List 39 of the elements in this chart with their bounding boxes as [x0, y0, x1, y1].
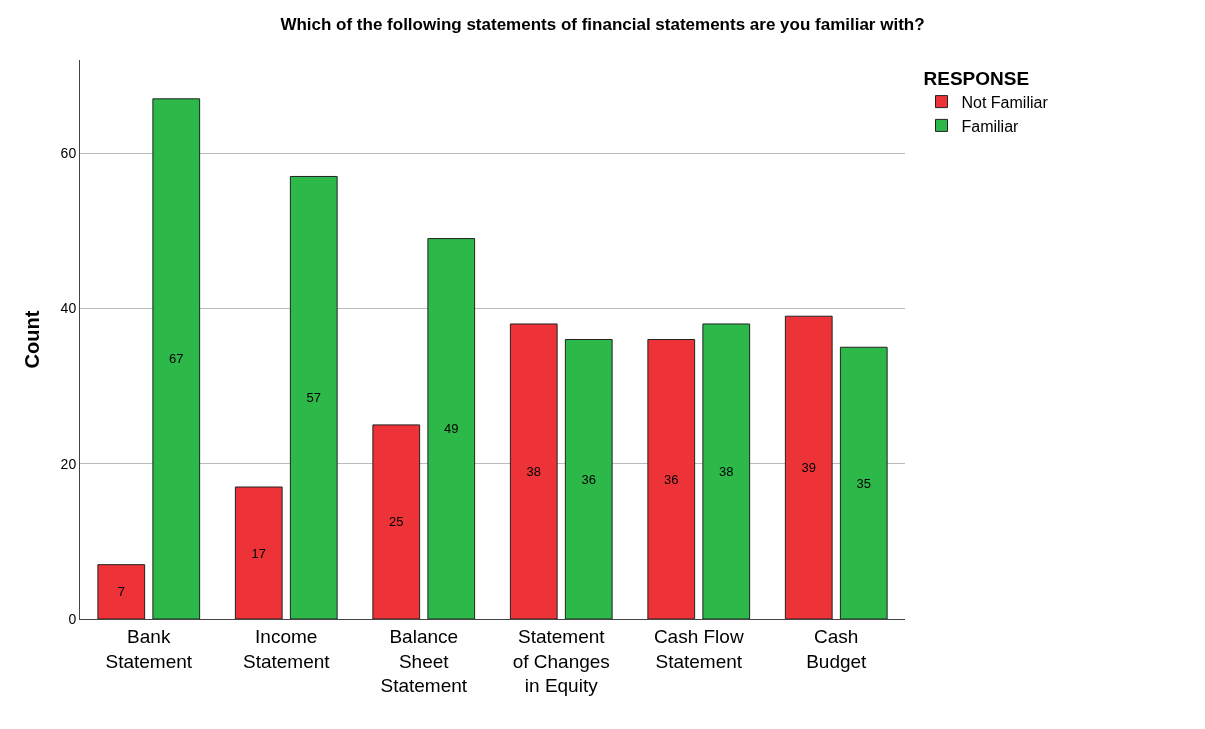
- y-tick-label: 20: [60, 455, 77, 472]
- bar: [152, 98, 201, 619]
- data-label: 25: [389, 514, 404, 530]
- bar: [839, 346, 888, 619]
- bar: [647, 339, 696, 619]
- y-tick-label: 60: [60, 145, 77, 162]
- x-tick-label: Cash Budget: [806, 625, 868, 672]
- x-tick-label: Statement of Changes in Equity: [512, 625, 610, 697]
- y-axis-title: Count: [21, 310, 44, 369]
- data-label: 39: [801, 460, 816, 476]
- legend-label: Familiar: [961, 117, 1020, 135]
- x-tick-label: Bank Statement: [105, 625, 193, 672]
- chart-title: Which of the following statements of financial statements are you familiar with?: [280, 15, 925, 35]
- bar: [427, 238, 476, 619]
- x-tick-label: Income Statement: [242, 625, 331, 672]
- bar: [372, 424, 421, 619]
- bar: [234, 486, 283, 619]
- data-label: 35: [856, 475, 871, 491]
- bar: [564, 339, 613, 619]
- bar: [97, 564, 146, 619]
- data-label: 57: [306, 390, 321, 406]
- bar: [289, 175, 338, 619]
- data-label: 38: [719, 463, 734, 479]
- y-tick-label: 40: [60, 300, 77, 317]
- data-label: 7: [117, 584, 125, 600]
- x-tick-label: Balance Sheet Statement: [380, 625, 468, 697]
- y-tick-label: 0: [68, 610, 77, 627]
- legend-label: Not Familiar: [961, 93, 1049, 111]
- data-label: 36: [664, 471, 679, 487]
- data-label: 17: [251, 545, 266, 561]
- bar: [509, 323, 558, 619]
- data-label: 49: [444, 421, 459, 437]
- data-label: 38: [526, 463, 541, 479]
- data-label: 67: [169, 351, 184, 367]
- legend-title: RESPONSE: [923, 67, 1030, 89]
- x-tick-label: Cash Flow Statement: [653, 625, 744, 672]
- data-label: 36: [581, 471, 596, 487]
- bar: [702, 323, 751, 619]
- bar: [784, 315, 833, 619]
